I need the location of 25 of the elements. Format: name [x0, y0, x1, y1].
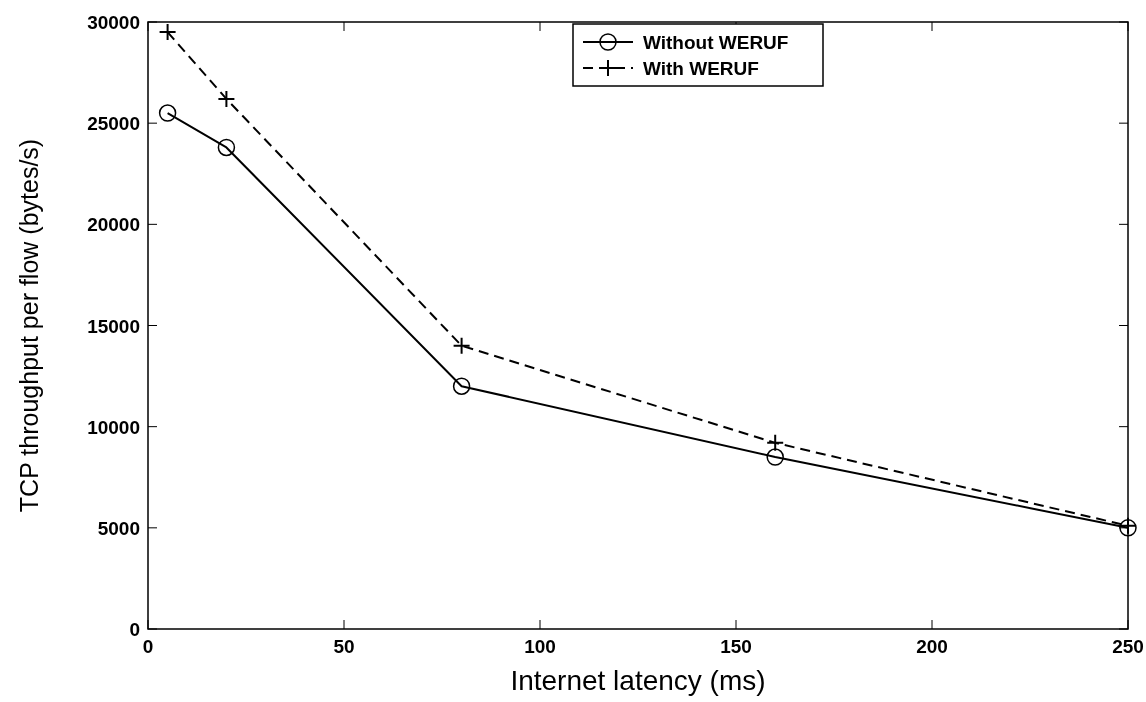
- point: [452, 336, 471, 355]
- x-axis-title: Internet latency (ms): [510, 665, 766, 696]
- x-tick-label: 0: [142, 636, 154, 657]
- legend-label: Without WERUF: [643, 32, 789, 53]
- x-tick-label: 50: [333, 636, 355, 657]
- x-tick-label: 100: [524, 636, 556, 657]
- point: [766, 448, 784, 466]
- y-tick-label: 15000: [87, 315, 140, 337]
- y-tick-label: 20000: [87, 214, 140, 236]
- point: [217, 89, 236, 108]
- x-tick-label: 150: [720, 636, 752, 657]
- point: [158, 23, 177, 42]
- x-tick-label: 250: [1112, 636, 1144, 657]
- point: [217, 138, 236, 157]
- y-tick-label: 10000: [87, 416, 140, 438]
- y-tick-label: 5000: [97, 517, 140, 539]
- x-tick-label: 200: [916, 636, 948, 657]
- y-tick-label: 0: [129, 619, 140, 640]
- y-axis-title: TCP throughput per flow (bytes/s): [15, 138, 43, 513]
- point: [452, 377, 471, 395]
- legend-label: With WERUF: [643, 58, 759, 79]
- y-tick-label: 25000: [87, 113, 140, 135]
- point: [766, 433, 785, 452]
- point: [158, 104, 177, 122]
- y-tick-label: 30000: [87, 12, 140, 33]
